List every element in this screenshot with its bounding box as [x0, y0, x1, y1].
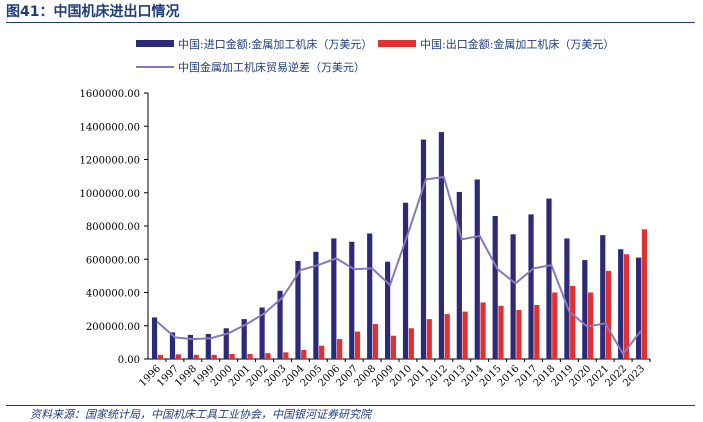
import-bar — [277, 290, 283, 359]
export-bar — [516, 309, 522, 359]
axes: 0.00 200000.00 400000.00 600000.00 800000.00… — [80, 89, 651, 389]
import-bar — [492, 216, 498, 359]
y-tick-label: 1600000.00 — [80, 89, 140, 100]
export-bar — [426, 319, 432, 359]
import-bar — [259, 307, 265, 359]
import-bar — [510, 234, 516, 359]
export-bar — [570, 285, 576, 359]
import-bar — [205, 334, 211, 359]
export-bar — [175, 354, 181, 359]
export-bar — [283, 352, 289, 359]
import-bar — [313, 251, 319, 359]
import-bar — [438, 132, 445, 359]
import-bar — [420, 139, 427, 359]
import-bar — [241, 319, 247, 359]
import-bar — [456, 191, 462, 359]
export-bar — [247, 354, 253, 359]
import-bar — [187, 334, 194, 359]
y-tick-label: 0.00 — [118, 355, 140, 366]
export-bar — [390, 335, 397, 359]
legend-swatch-export — [378, 40, 416, 47]
legend-label-import: 中国:进口金额:金属加工机床（万美元） — [178, 37, 372, 51]
import-bar — [564, 238, 570, 359]
import-bar — [169, 332, 176, 359]
export-bar — [462, 311, 468, 359]
export-bar — [408, 328, 414, 359]
import-bar — [474, 179, 480, 359]
balance-line — [156, 175, 642, 356]
y-tick-label: 1400000.00 — [80, 122, 140, 133]
export-bar — [498, 305, 504, 359]
import-bar — [636, 257, 642, 359]
export-bar — [193, 354, 199, 359]
import-bar — [385, 261, 391, 359]
y-tick-label: 400000.00 — [86, 289, 140, 300]
legend-label-export: 中国:出口金额:金属加工机床（万美元） — [420, 37, 614, 51]
legend: 中国:进口金额:金属加工机床（万美元） 中国:出口金额:金属加工机床（万美元） … — [136, 37, 614, 74]
export-bar — [319, 345, 325, 359]
import-bar — [582, 260, 588, 359]
import-bar — [349, 241, 355, 359]
chart-title: 图41：中国机床进出口情况 — [6, 4, 180, 20]
export-bar — [211, 354, 217, 359]
export-bar — [480, 302, 486, 359]
export-bar — [605, 270, 612, 359]
import-bar — [402, 202, 409, 359]
bars — [151, 132, 648, 359]
source-note: 资料来源：国家统计局，中国机床工具工业协会，中国银河证券研究院 — [30, 408, 371, 421]
export-bar — [354, 331, 361, 359]
legend-swatch-import — [136, 40, 174, 47]
import-bar — [528, 214, 534, 359]
import-bar — [618, 249, 624, 359]
export-bar — [229, 354, 235, 359]
footer-divider — [6, 405, 695, 406]
import-bar — [331, 238, 337, 359]
y-tick-label: 600000.00 — [86, 255, 140, 266]
export-bar — [265, 353, 271, 359]
import-bar — [546, 198, 552, 359]
export-bar — [552, 292, 558, 359]
import-bar — [151, 317, 158, 359]
balance-line-group — [156, 175, 642, 356]
export-bar — [157, 354, 163, 359]
import-bar — [600, 235, 606, 359]
export-bar — [444, 314, 450, 359]
export-bar — [372, 324, 379, 359]
export-bar — [337, 339, 343, 359]
y-tick-label: 800000.00 — [86, 222, 140, 233]
legend-label-balance: 中国金属加工机床贸易逆差（万美元） — [178, 60, 365, 74]
import-bar — [223, 328, 229, 359]
title-divider — [6, 22, 695, 23]
export-bar — [301, 349, 307, 359]
y-tick-label: 1000000.00 — [80, 189, 140, 200]
import-bar — [295, 260, 301, 359]
export-bar — [534, 304, 540, 359]
y-tick-label: 200000.00 — [86, 322, 140, 333]
import-bar — [367, 233, 373, 359]
y-tick-label: 1200000.00 — [80, 156, 140, 167]
export-bar — [641, 229, 648, 359]
export-bar — [623, 254, 630, 359]
